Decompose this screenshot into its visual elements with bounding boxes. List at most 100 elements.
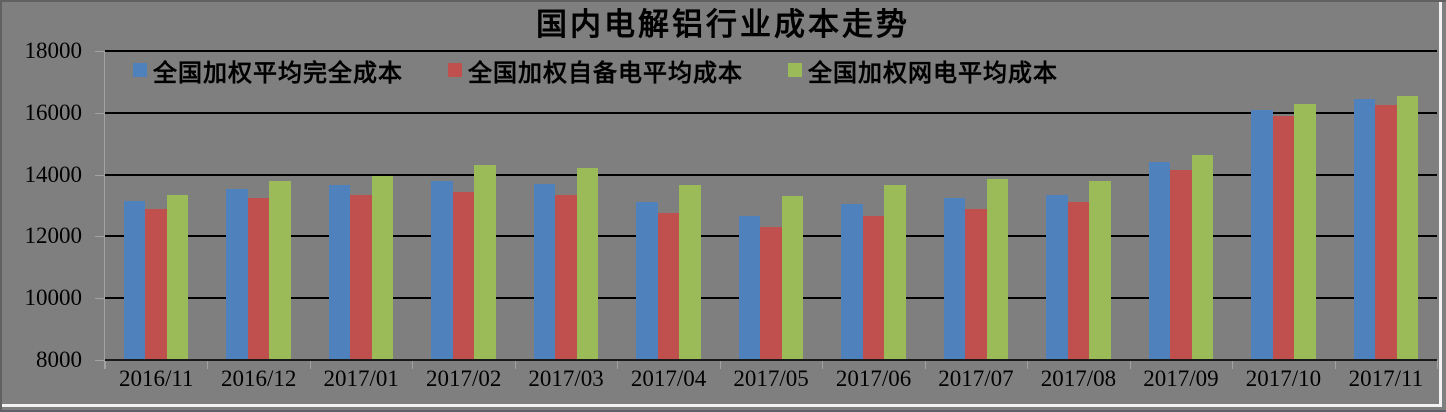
x-axis-tick <box>514 360 516 369</box>
y-axis-tick <box>95 236 105 238</box>
bar-group-2017/03 <box>515 51 617 360</box>
bar-group-2017/10 <box>1232 51 1334 360</box>
x-axis-tick <box>1232 360 1234 369</box>
legend-item-1: 全国加权自备电平均成本 <box>448 53 743 88</box>
bar <box>247 197 270 360</box>
bar <box>1294 103 1316 360</box>
x-axis-tick <box>1129 360 1131 369</box>
y-axis-tick <box>95 298 105 300</box>
x-axis-tick <box>924 360 926 369</box>
legend-label: 全国加权自备电平均成本 <box>468 58 743 87</box>
bar <box>431 180 453 360</box>
window-border-bottom <box>0 410 1446 412</box>
bar-groups-container <box>105 51 1437 360</box>
x-axis-tick <box>1027 360 1029 369</box>
bar <box>862 216 885 360</box>
y-axis-label: 16000 <box>24 99 83 125</box>
bar <box>328 185 351 360</box>
bar-group-2017/09 <box>1130 51 1232 360</box>
chart-title: 国内电解铝行业成本走势 <box>536 7 910 43</box>
x-axis-tick <box>105 360 106 369</box>
bar <box>1148 162 1171 360</box>
x-axis-label: 2017/04 <box>630 366 707 391</box>
bar <box>555 194 577 360</box>
x-axis-tick <box>719 360 721 369</box>
y-axis-tick <box>95 112 105 114</box>
bar <box>350 194 372 360</box>
bar <box>1170 169 1192 360</box>
x-axis-labels: 2016/11 2016/12 2017/01 2017/02 2017/03 2017/… <box>105 364 1437 396</box>
legend-label: 全国加权网电平均成本 <box>808 58 1058 87</box>
x-axis-tick <box>1334 360 1336 369</box>
bar <box>1396 95 1419 360</box>
x-axis-label: 2017/08 <box>1040 366 1117 391</box>
x-axis-tick <box>309 360 311 369</box>
bar <box>533 183 556 360</box>
bar <box>738 216 761 360</box>
bar <box>781 196 804 360</box>
bar <box>965 208 987 360</box>
bar <box>657 213 680 360</box>
bar <box>1067 202 1090 360</box>
x-axis-tick <box>412 360 414 369</box>
y-axis-tick <box>95 51 105 52</box>
legend-item-0: 全国加权平均完全成本 <box>133 53 403 88</box>
bar <box>679 185 701 360</box>
chart-legend: 全国加权平均完全成本 全国加权自备电平均成本 全国加权网电平均成本 <box>133 53 1058 88</box>
bar <box>841 203 863 360</box>
bar-group-2016/11 <box>105 51 207 360</box>
bar <box>123 200 146 360</box>
x-axis-label: 2017/07 <box>938 366 1014 391</box>
y-axis-label: 18000 <box>24 38 83 63</box>
x-axis-label: 2017/03 <box>528 366 604 391</box>
legend-swatch-icon <box>448 63 462 77</box>
x-axis-label: 2017/09 <box>1143 366 1219 391</box>
bar-group-2017/07 <box>925 51 1027 360</box>
x-axis-label: 2017/10 <box>1245 366 1322 391</box>
window-border-left <box>0 0 2 412</box>
bar-group-2017/01 <box>310 51 412 360</box>
y-axis-line <box>104 51 105 369</box>
bar-group-2017/04 <box>617 51 719 360</box>
window-border-bottom-highlight <box>2 404 1439 407</box>
bar <box>166 194 189 360</box>
x-axis-label: 2016/11 <box>118 366 194 391</box>
bar <box>1375 105 1397 360</box>
bar <box>452 191 475 360</box>
x-axis-label: 2017/05 <box>733 366 809 391</box>
y-axis-label: 10000 <box>24 285 83 311</box>
y-axis-labels: 8000 10000 12000 14000 16000 18000 <box>0 38 90 372</box>
y-axis-tick <box>95 174 105 176</box>
bar <box>1046 194 1068 360</box>
legend-item-2: 全国加权网电平均成本 <box>788 53 1058 88</box>
bar <box>986 179 1009 360</box>
y-axis-tick <box>95 360 105 361</box>
x-axis-label: 2017/06 <box>835 366 912 391</box>
legend-swatch-icon <box>133 63 147 77</box>
x-axis-tick <box>207 360 209 369</box>
x-axis-tick <box>822 360 824 369</box>
bar <box>576 168 599 360</box>
x-axis-tick <box>1437 360 1438 369</box>
bar <box>1089 180 1111 360</box>
x-axis-line <box>105 359 1437 361</box>
gridline-14000 <box>105 173 1437 176</box>
gridline-16000 <box>105 111 1437 114</box>
plot-area <box>95 50 1438 369</box>
bar <box>1251 109 1273 360</box>
bar-group-2017/05 <box>720 51 822 360</box>
bar <box>371 176 394 360</box>
bar <box>943 197 966 360</box>
bar <box>474 165 496 360</box>
x-axis-label: 2016/12 <box>221 366 297 391</box>
y-axis-label: 8000 <box>36 347 82 372</box>
bar <box>1272 115 1295 360</box>
x-axis-label: 2017/11 <box>1348 366 1424 391</box>
legend-label: 全国加权平均完全成本 <box>153 58 403 87</box>
bar-group-2016/12 <box>207 51 309 360</box>
bar <box>269 180 291 360</box>
window-border-top <box>0 0 1446 2</box>
x-axis-label: 2017/01 <box>323 366 399 391</box>
bar <box>884 185 906 360</box>
